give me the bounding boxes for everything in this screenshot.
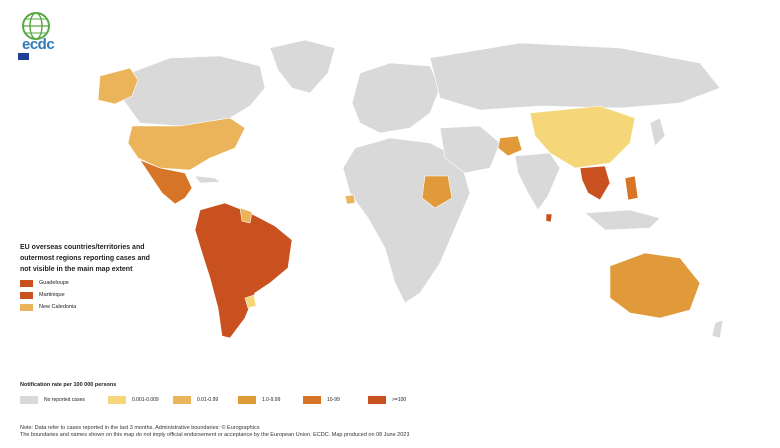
map-region-middle-east [439, 125, 501, 174]
legend-label: >=100 [392, 397, 407, 403]
legend-label: 10-99 [327, 397, 340, 403]
legend-swatch [173, 396, 191, 404]
map-region-australia [609, 252, 701, 319]
overseas-swatch [20, 303, 33, 311]
map-region-sudan [421, 175, 453, 209]
map-region-south-america [194, 202, 293, 339]
legend-item-5: >=100 [368, 396, 415, 404]
overseas-label: Martinique [39, 292, 65, 298]
footer-note: Note: Data refer to cases reported in th… [20, 425, 760, 439]
overseas-swatch [20, 291, 33, 299]
map-region-china [529, 105, 636, 169]
map-region-indonesia [584, 209, 661, 231]
overseas-item-guadeloupe: Guadeloupe [20, 279, 180, 287]
map-region-uruguay [244, 294, 257, 309]
map-region-canada [121, 55, 266, 127]
legend-label: 1.0-9.99 [262, 397, 281, 403]
map-region-west-africa [344, 194, 356, 205]
legend-label: No reported cases [44, 397, 85, 403]
map-region-new-zealand [711, 319, 724, 339]
legend-swatch [238, 396, 256, 404]
legend-item-1: 0.001-0.009 [108, 396, 159, 404]
map-region-europe [351, 62, 441, 134]
world-map [97, 39, 724, 339]
map-region-southeast-asia [579, 165, 611, 201]
overseas-swatch [20, 279, 33, 287]
legend-swatch [368, 396, 386, 404]
legend-swatch [108, 396, 126, 404]
overseas-item-new-caledonia: New Caledonia [20, 303, 180, 311]
legend-item-4: 10-99 [303, 396, 350, 404]
map-region-sri-lanka [545, 213, 553, 223]
eu-flag-icon [18, 53, 29, 60]
map-region-guianas [239, 207, 253, 224]
overseas-label: New Caledonia [39, 304, 77, 310]
footer-note-line1: Note: Data refer to cases reported in th… [20, 425, 260, 431]
overseas-title: EU overseas countries/territories and ou… [20, 244, 150, 273]
map-region-usa [127, 117, 246, 171]
overseas-territories-panel: EU overseas countries/territories and ou… [20, 242, 180, 311]
legend-label: 0.001-0.009 [132, 397, 159, 403]
globe-logo-icon [22, 12, 50, 40]
map-region-russia [429, 42, 721, 111]
legend-title: Notification rate per 100 000 persons [20, 382, 117, 388]
footer-note-line2: The boundaries and names shown on this m… [20, 432, 410, 438]
legend-label: 0.01-0.99 [197, 397, 219, 403]
ecdc-logo [8, 6, 68, 64]
map-region-japan [649, 117, 666, 147]
overseas-item-martinique: Martinique [20, 291, 180, 299]
legend-item-2: 0.01-0.99 [173, 396, 220, 404]
legend-item-no-cases: No reported cases [20, 396, 90, 404]
legend: No reported cases 0.001-0.009 0.01-0.99 … [20, 396, 433, 404]
map-region-caribbean [194, 175, 221, 184]
legend-swatch [20, 396, 38, 404]
map-region-afghanistan [497, 135, 523, 157]
legend-item-3: 1.0-9.99 [238, 396, 285, 404]
map-region-mexico [139, 159, 193, 205]
overseas-label: Guadeloupe [39, 280, 69, 286]
map-region-india [514, 152, 561, 211]
map-region-alaska [97, 67, 139, 105]
map-region-greenland [269, 39, 336, 94]
map-region-philippines [624, 175, 639, 201]
legend-swatch [303, 396, 321, 404]
logo-wordmark: ecdc [22, 36, 55, 53]
